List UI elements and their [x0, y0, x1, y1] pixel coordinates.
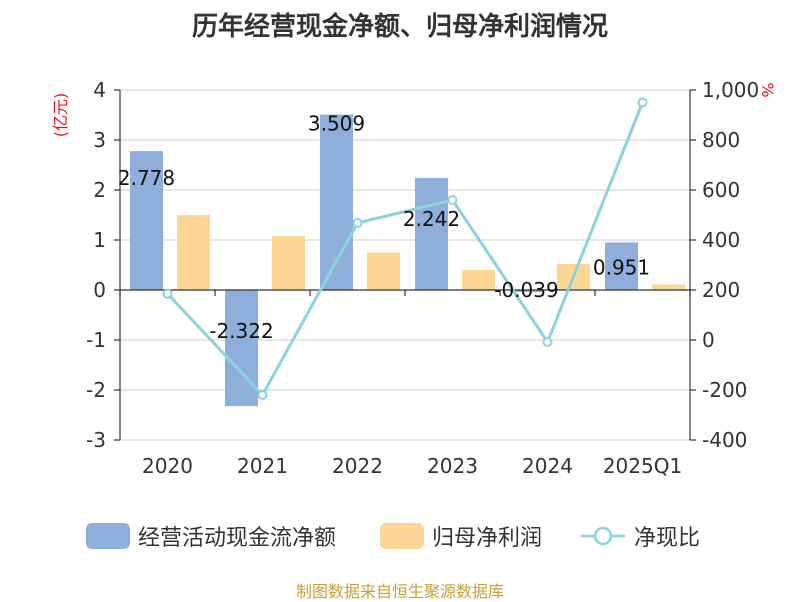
left-tick-label: 3 [93, 128, 106, 152]
legend: 经营活动现金流净额 归母净利润 净现比 [0, 516, 800, 556]
bar-net-profit [462, 270, 495, 290]
right-tick-label: 800 [702, 128, 740, 152]
left-tick-label: 0 [93, 278, 106, 302]
bar-net-profit [272, 236, 305, 290]
x-tick-label: 2025Q1 [603, 454, 682, 478]
right-tick-label: -400 [702, 428, 747, 452]
right-tick-label: 600 [702, 178, 740, 202]
bar-operating-cash-flow [605, 242, 638, 290]
right-tick-label: 400 [702, 228, 740, 252]
right-tick-label: 200 [702, 278, 740, 302]
left-tick-label: 2 [93, 178, 106, 202]
cash-ratio-point [352, 218, 363, 228]
x-tick-label: 2024 [522, 454, 573, 478]
line-series [162, 97, 648, 400]
legend-swatch-blue [86, 523, 130, 549]
cash-ratio-point [637, 97, 648, 108]
legend-item-cash-ratio[interactable]: 净现比 [580, 516, 700, 556]
left-axis-unit: (亿元) [51, 93, 70, 138]
tick-labels: 4 3 2 1 0 -1 -2 -3 1,000 800 600 400 200 0 -200 -400 202… [86, 78, 759, 478]
legend-label: 经营活动现金流净额 [138, 526, 337, 551]
bar-operating-cash-flow [225, 290, 258, 407]
cash-ratio-line [166, 101, 644, 397]
legend-item-net-profit[interactable]: 归母净利润 [380, 516, 542, 556]
x-tick-label: 2022 [332, 454, 383, 478]
bar-data-label: 2.778 [118, 166, 175, 190]
bar-operating-cash-flow [510, 290, 543, 292]
bar-net-profit [367, 252, 400, 290]
bar-data-label: 0.951 [593, 255, 650, 279]
chart-title: 历年经营现金净额、归母净利润情况 [191, 12, 608, 42]
bar-data-label: 3.509 [308, 112, 365, 136]
left-tick-label: -1 [86, 328, 106, 352]
bar-series [130, 114, 685, 407]
legend-line-marker-icon [581, 526, 625, 546]
grid-lines [120, 89, 690, 441]
legend-label: 净现比 [634, 526, 701, 551]
cash-ratio-point [542, 337, 553, 347]
cash-ratio-point [162, 288, 173, 299]
bar-data-label: 2.242 [403, 207, 460, 231]
bar-net-profit [177, 215, 210, 290]
x-tick-label: 2021 [237, 454, 288, 478]
data-labels: 2.778 -2.322 3.509 2.242 -0.039 0.951 [118, 112, 650, 344]
bar-operating-cash-flow [415, 177, 448, 290]
legend-label: 归母净利润 [432, 526, 543, 551]
bar-net-profit [652, 284, 685, 290]
bar-operating-cash-flow [130, 151, 163, 290]
right-axis-unit: % [758, 82, 777, 97]
right-tick-label: 0 [702, 328, 715, 352]
left-tick-label: -2 [86, 378, 106, 402]
legend-swatch-orange [380, 523, 424, 549]
bar-data-label: -2.322 [209, 319, 273, 343]
x-tick-label: 2023 [427, 454, 478, 478]
source-note: 制图数据来自恒生聚源数据库 [295, 582, 504, 601]
right-tick-label: -200 [702, 378, 747, 402]
left-tick-label: 1 [93, 228, 106, 252]
left-tick-label: 4 [93, 78, 106, 102]
cash-ratio-point [447, 195, 458, 205]
axes [114, 89, 696, 441]
right-tick-label: 1,000 [702, 78, 759, 102]
bar-data-label: -0.039 [494, 278, 558, 302]
cash-ratio-point [257, 390, 268, 400]
legend-item-operating-cash-flow[interactable]: 经营活动现金流净额 [86, 516, 336, 556]
x-tick-label: 2020 [142, 454, 193, 478]
left-tick-label: -3 [86, 428, 106, 452]
